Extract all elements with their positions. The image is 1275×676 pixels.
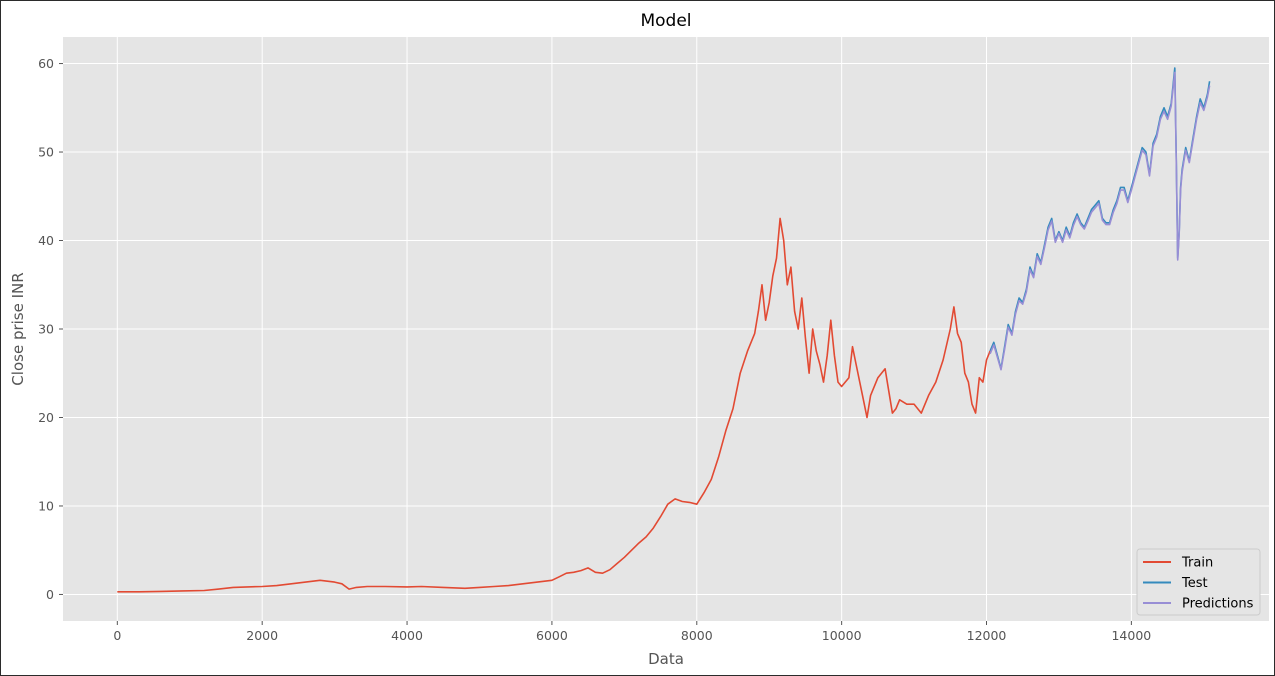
legend-entry: Test: [1181, 576, 1208, 591]
y-tick-label: 30: [38, 322, 54, 337]
legend-box: [1136, 548, 1261, 616]
x-tick-label: 0: [113, 628, 121, 643]
y-tick-label: 10: [38, 498, 54, 513]
x-tick-label: 14000: [1111, 628, 1151, 643]
legend-entry: Train: [1181, 556, 1213, 571]
y-tick-label: 40: [38, 233, 54, 248]
series-line-predictions: [989, 71, 1211, 371]
series-line-train: [117, 217, 991, 593]
x-tick-label: 8000: [681, 628, 713, 643]
chart-title: Model: [640, 11, 691, 31]
legend-entry: Predictions: [1182, 597, 1254, 612]
x-tick-label: 4000: [391, 628, 423, 643]
x-axis-label: Data: [648, 650, 684, 668]
ticks: 0 2000 4000 6000 8000 10000 12000 14000 0 10 20 30 4…: [38, 56, 1151, 643]
x-tick-label: 10000: [822, 628, 862, 643]
x-tick-label: 12000: [967, 628, 1007, 643]
y-axis-label: Close prise INR: [9, 272, 27, 385]
x-tick-label: 6000: [536, 628, 568, 643]
x-tick-label: 2000: [246, 628, 278, 643]
legend: Train Test Predictions: [1136, 548, 1261, 616]
y-tick-label: 0: [46, 587, 54, 602]
series-lines: [117, 67, 1211, 593]
y-tick-label: 60: [38, 56, 54, 71]
y-tick-label: 20: [38, 410, 54, 425]
y-tick-label: 50: [38, 145, 54, 160]
